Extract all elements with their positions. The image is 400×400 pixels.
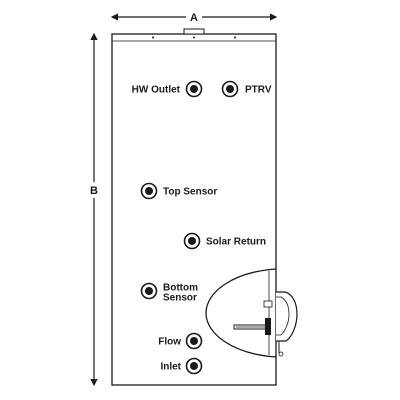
inlet-port [185, 357, 203, 375]
immersion-heater-housing [205, 268, 298, 358]
bottom-sensor-label-line2: Sensor [163, 293, 197, 304]
inlet-label: Inlet [160, 362, 181, 373]
solar-return-label: Solar Return [206, 237, 266, 248]
top-sensor-label: Top Sensor [163, 187, 217, 198]
dimension-b-label: B [90, 185, 98, 197]
flow-port [185, 332, 203, 350]
dimension-a: A [110, 9, 278, 24]
hw-outlet-label: HW Outlet [132, 85, 181, 96]
ptrv-label: PTRV [245, 85, 272, 96]
top-sensor-port [140, 182, 158, 200]
dimension-b: B [86, 32, 102, 387]
hw-outlet-port [185, 80, 203, 98]
solar-return-port [183, 232, 201, 250]
bottom-sensor-label: Bottom Sensor [163, 283, 201, 304]
bottom-sensor-label-line1: Bottom [163, 283, 198, 294]
flow-label: Flow [158, 337, 181, 348]
dimension-a-label: A [190, 12, 198, 24]
ptrv-port [221, 80, 239, 98]
bottom-sensor-port [140, 282, 158, 300]
